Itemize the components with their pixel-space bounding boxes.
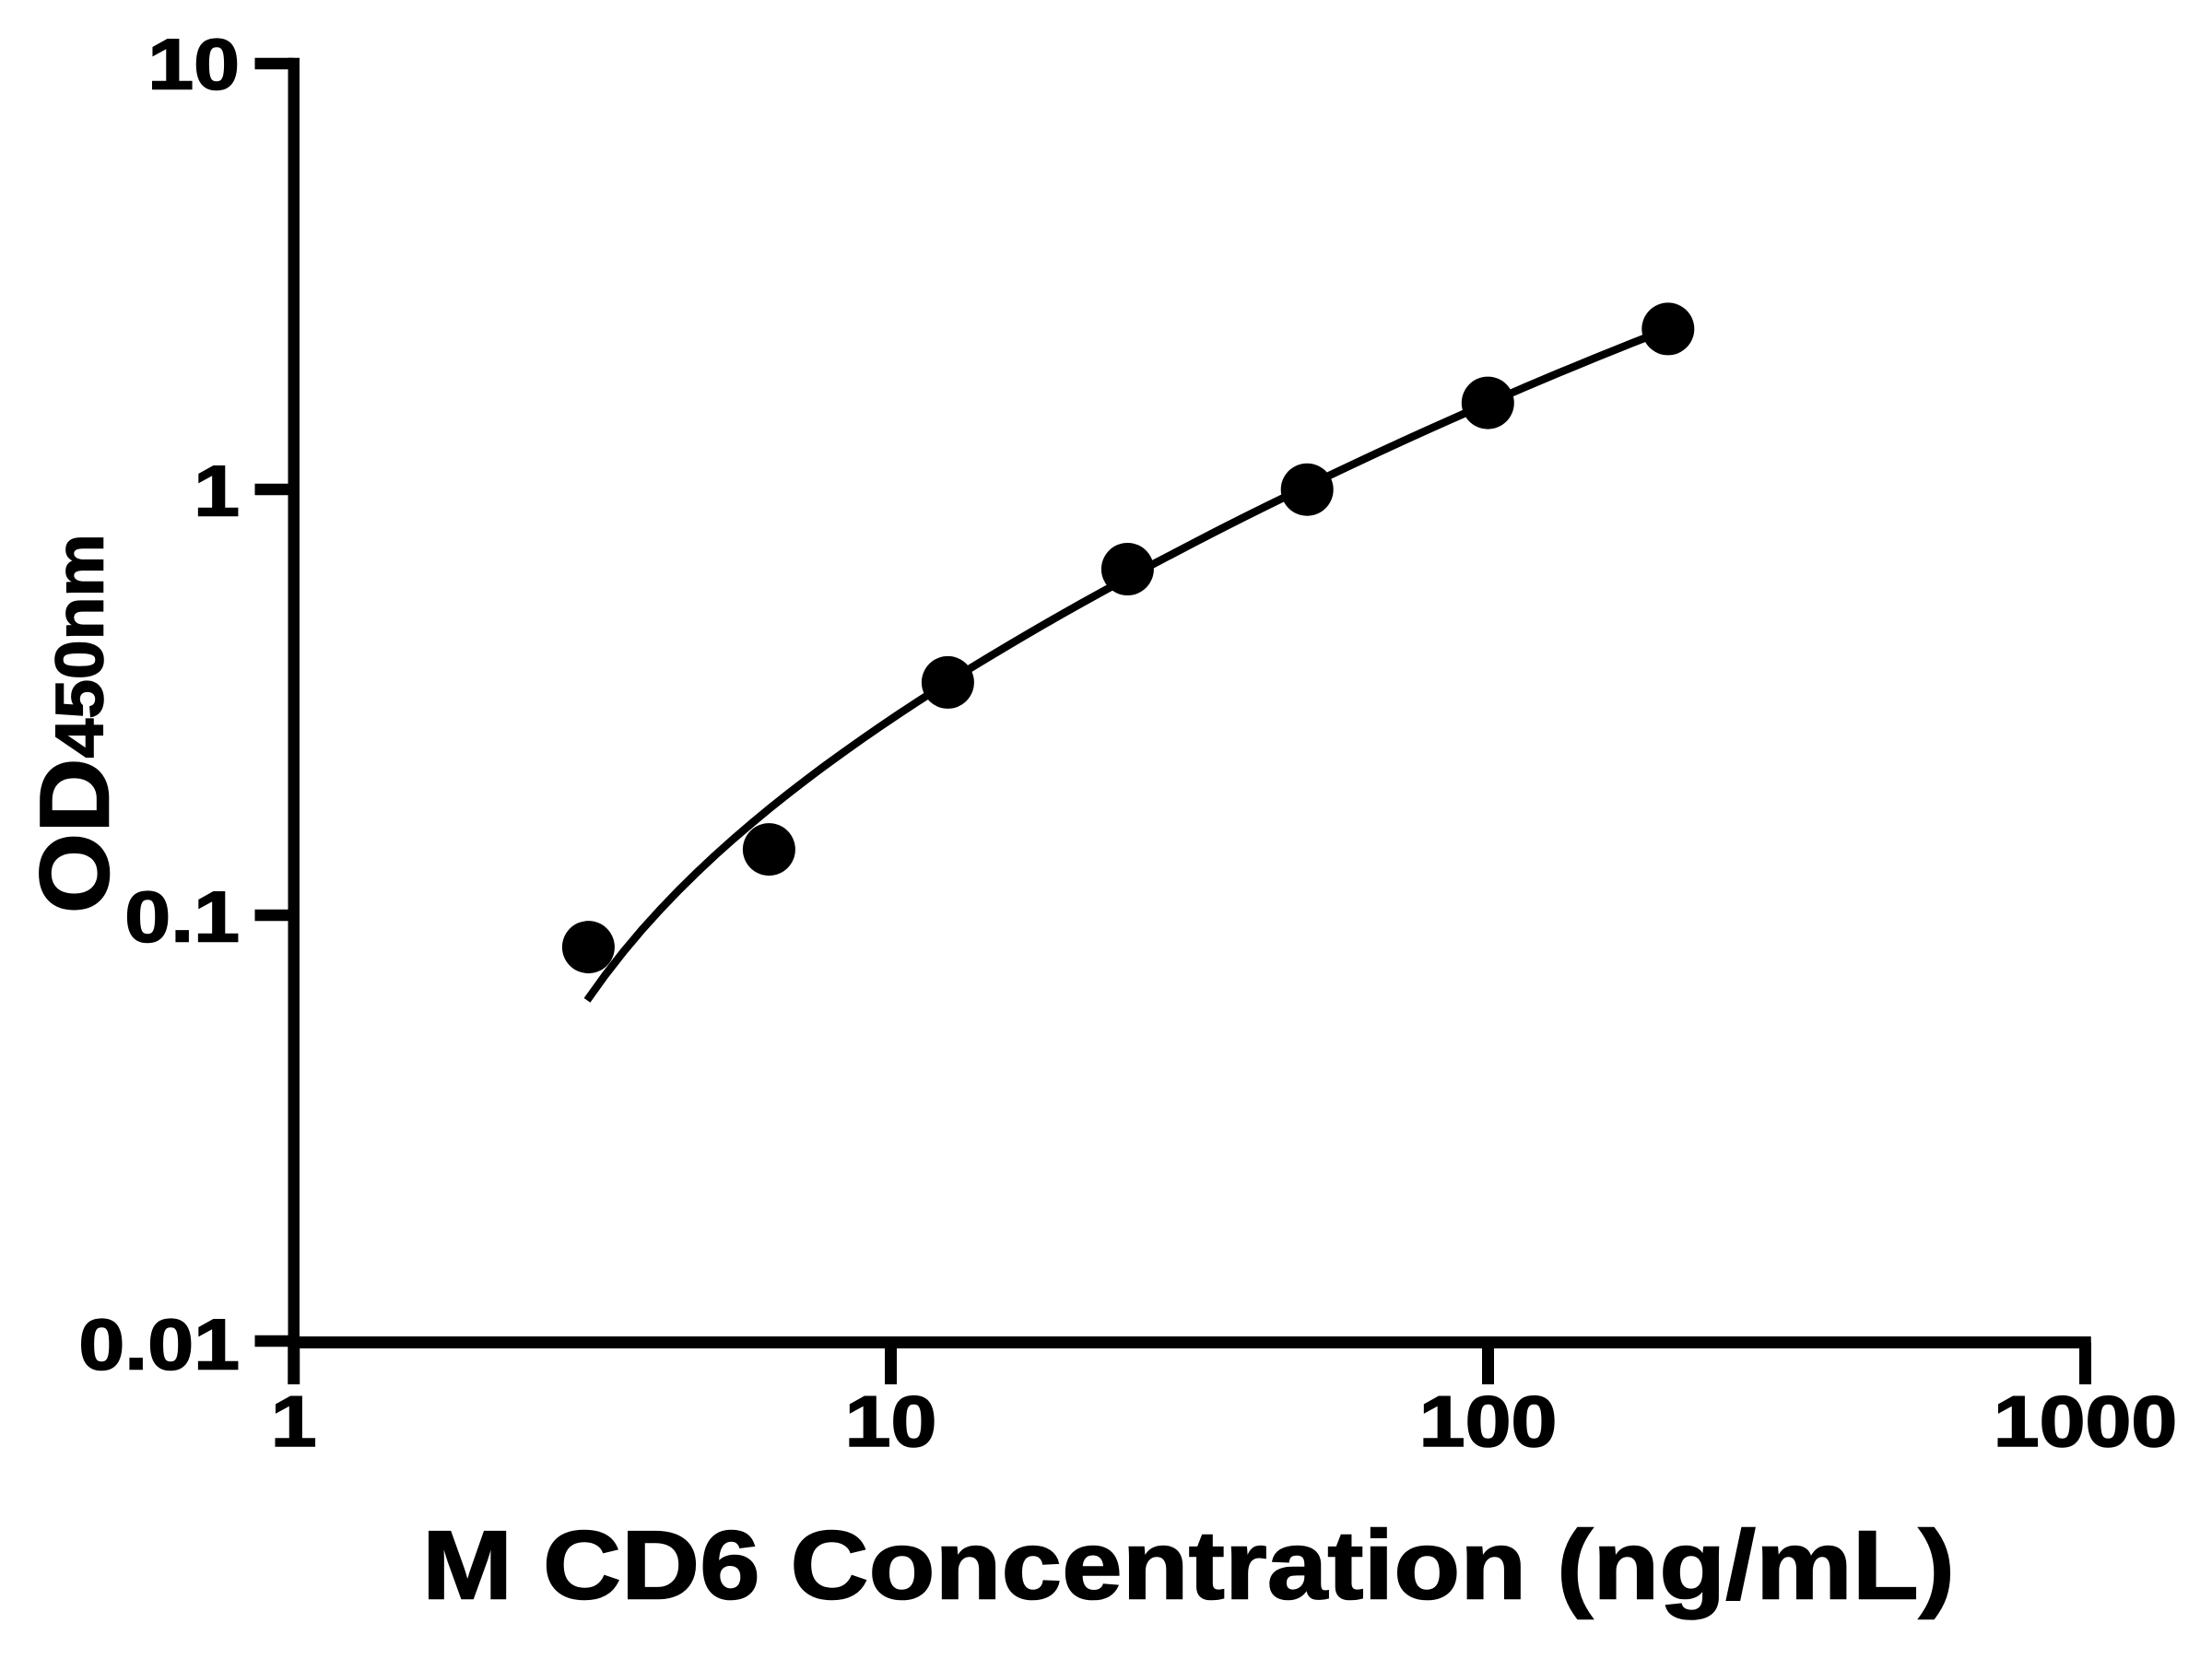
svg-text:1: 1 [271, 1381, 317, 1461]
svg-text:0.01: 0.01 [78, 1304, 240, 1384]
svg-text:M CD6 Concentration (ng/mL): M CD6 Concentration (ng/mL) [422, 1511, 1955, 1619]
svg-text:10: 10 [147, 24, 240, 104]
svg-text:10: 10 [845, 1381, 937, 1461]
svg-text:0.1: 0.1 [124, 877, 240, 957]
svg-text:100: 100 [1419, 1381, 1558, 1461]
svg-text:1000: 1000 [1994, 1381, 2178, 1461]
svg-text:1: 1 [194, 451, 240, 531]
